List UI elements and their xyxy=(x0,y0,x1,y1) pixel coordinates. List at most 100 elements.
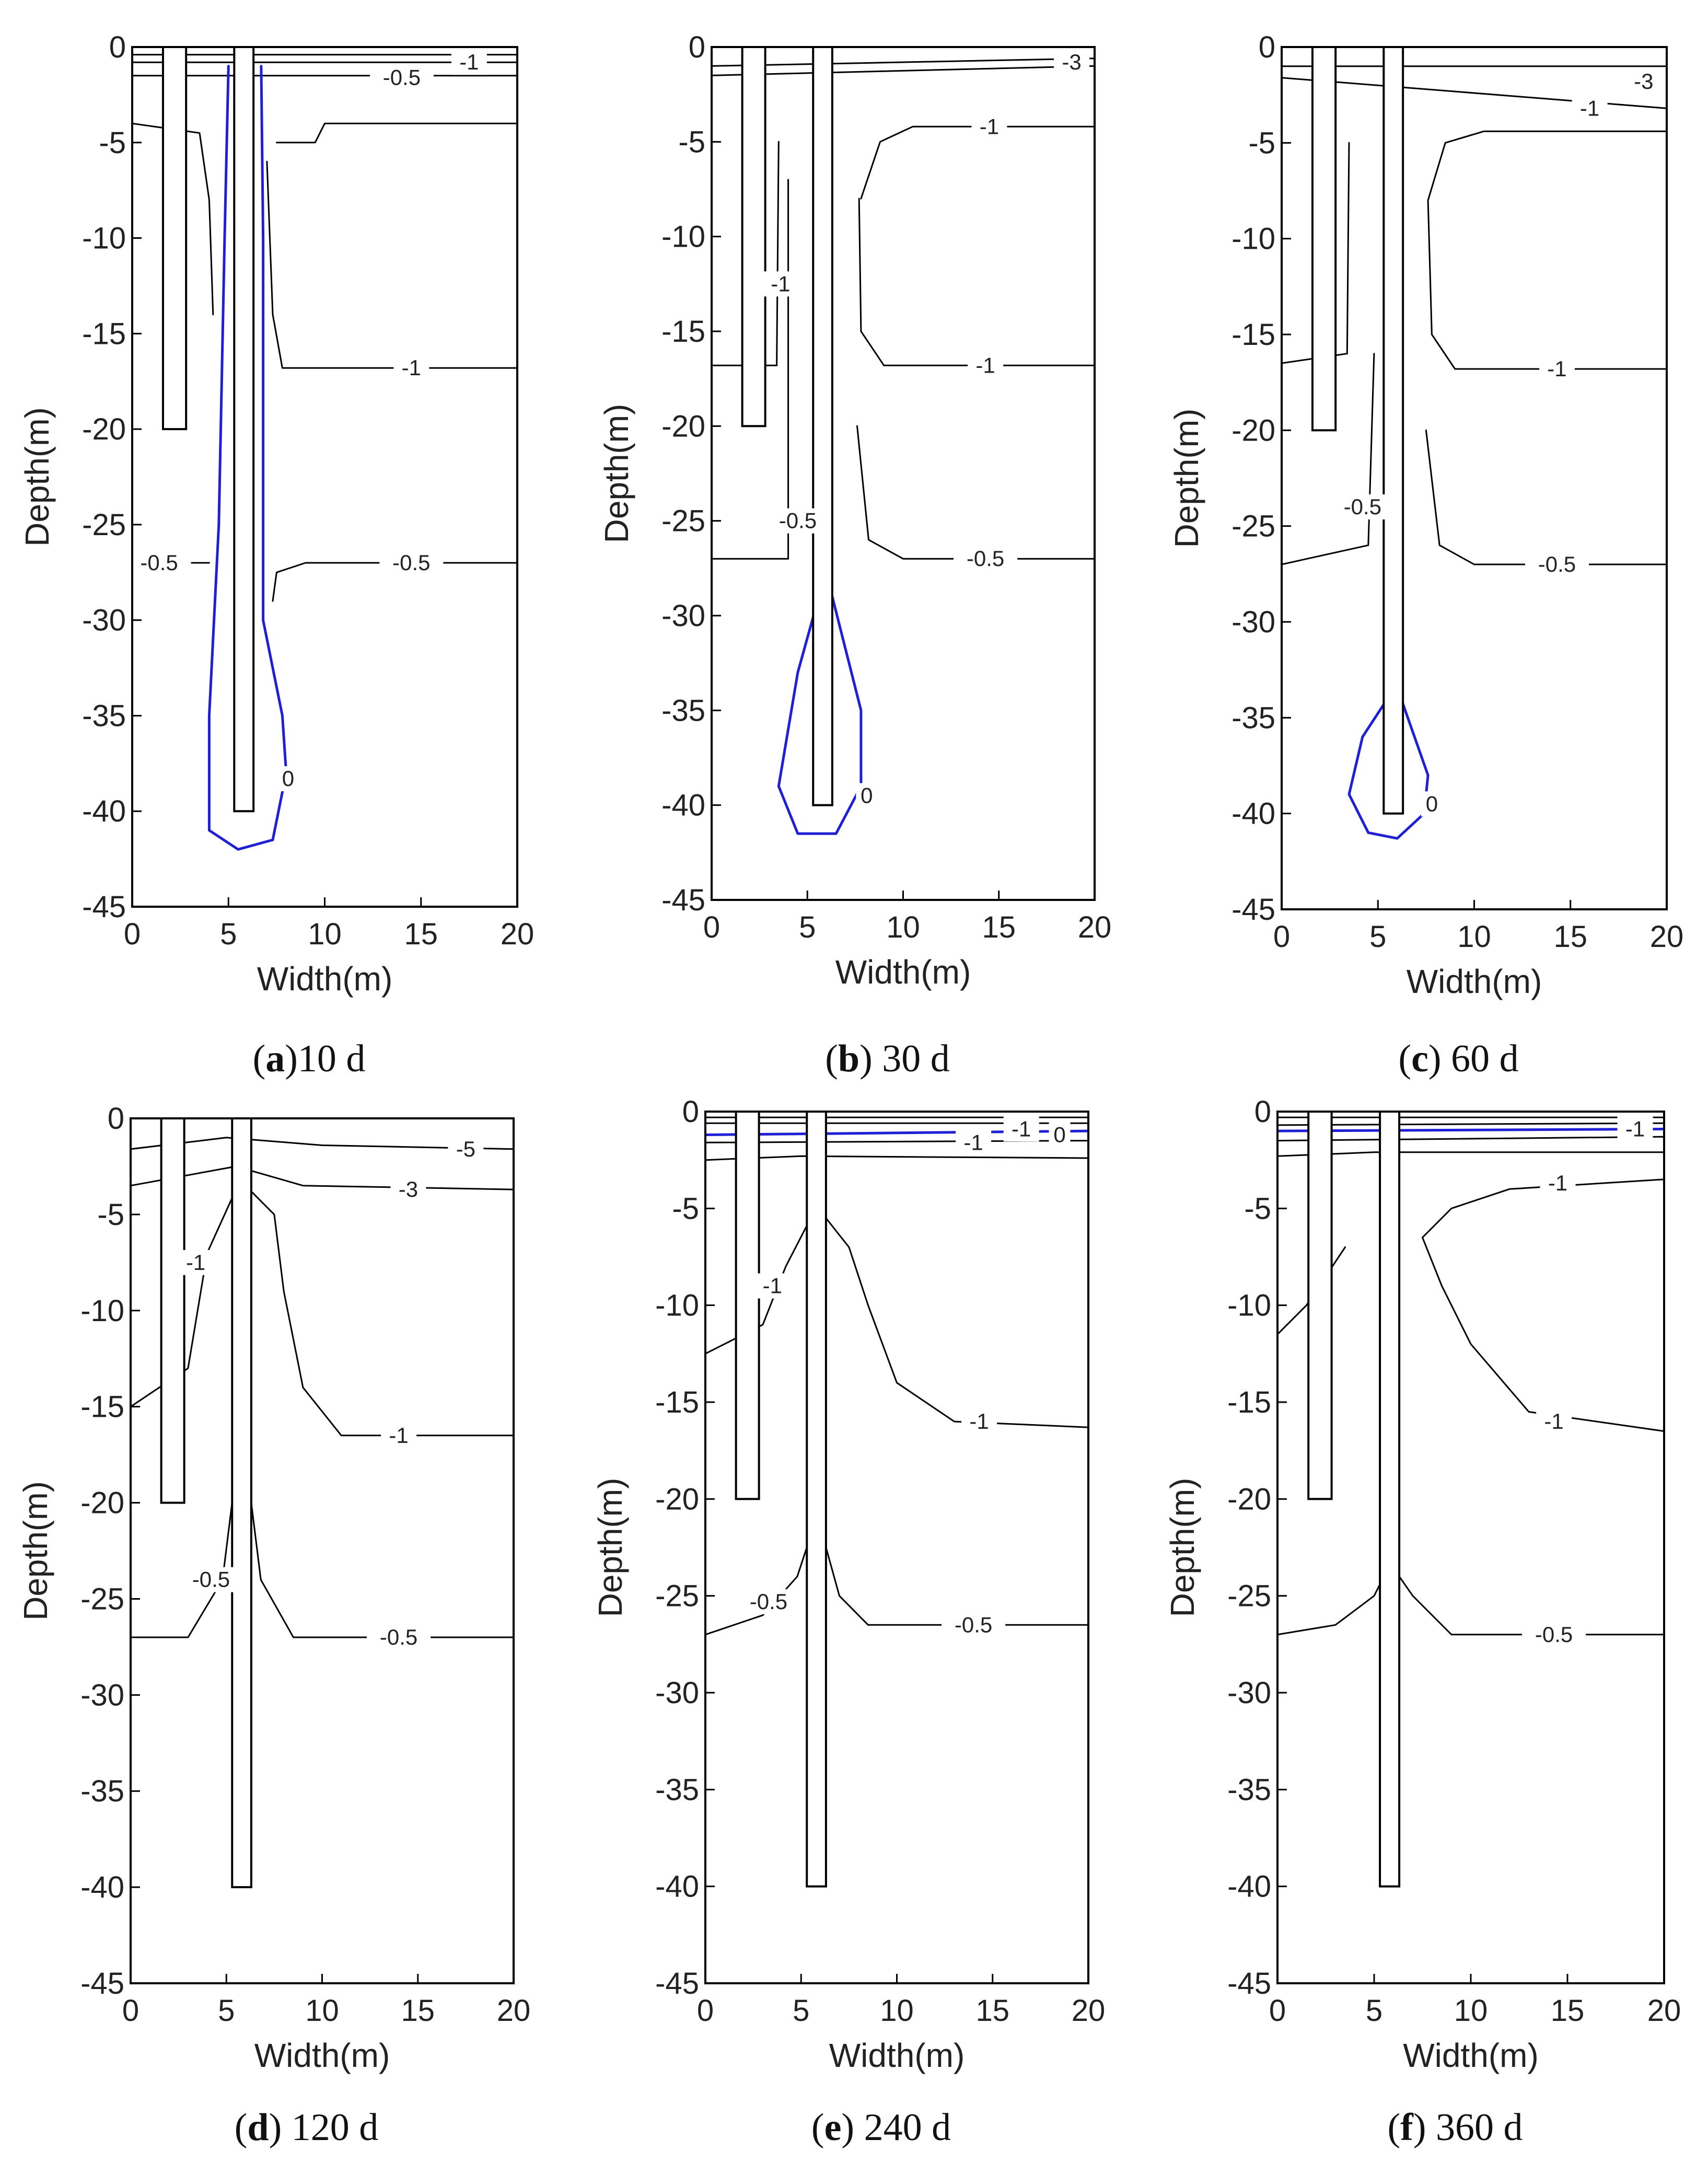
x-tick-label: 0 xyxy=(703,910,720,944)
contour-label-bg xyxy=(1054,50,1090,75)
contour-line xyxy=(275,122,517,144)
contour-line xyxy=(248,1188,514,1437)
x-axis-label: Width(m) xyxy=(257,960,393,998)
contour-label: -3 xyxy=(399,1177,418,1201)
y-axis-label: Depth(m) xyxy=(591,1478,629,1617)
x-tick-label: 0 xyxy=(697,1994,714,2028)
y-tick-label: -30 xyxy=(661,599,705,633)
contour-line xyxy=(1422,1236,1664,1432)
y-tick-label: 0 xyxy=(1259,30,1275,64)
y-tick-label: 0 xyxy=(109,30,126,64)
caption-paren-open: ( xyxy=(811,2106,824,2149)
contour-label-bg xyxy=(961,1409,997,1435)
contour-lines xyxy=(1282,65,1667,840)
contour-label: -1 xyxy=(771,271,790,296)
contour-label-bg xyxy=(1421,791,1443,817)
y-tick-label: -10 xyxy=(661,220,705,254)
contour-line xyxy=(1277,1136,1664,1142)
contour-line-zero xyxy=(777,595,863,835)
y-tick-label: -20 xyxy=(82,412,126,446)
contour-label: 0 xyxy=(861,783,873,808)
chart-panel-a: -1 -0.5 -1 -0.5 -0.5 0 0 5 10 15 20 0 -5 -10 -15 -20 -25… xyxy=(18,30,534,1080)
short-pile xyxy=(735,1111,760,1500)
contour-label: -1 xyxy=(186,1250,205,1275)
y-tick-label: -40 xyxy=(1231,797,1275,831)
contour-label: -1 xyxy=(1548,1171,1567,1195)
contour-label-bg xyxy=(856,783,878,808)
contour-line xyxy=(1282,77,1667,109)
contour-line xyxy=(131,1188,237,1408)
y-axis-label: Depth(m) xyxy=(1168,409,1205,548)
contour-label-bg xyxy=(968,353,1004,378)
x-tick-label: 10 xyxy=(886,910,920,944)
contour-line xyxy=(250,1502,514,1638)
axes-frame xyxy=(130,1117,515,1984)
y-tick-label: -35 xyxy=(1227,1773,1271,1807)
y-tick-label: -10 xyxy=(1231,222,1275,256)
y-tick-label: -20 xyxy=(661,409,705,443)
contour-label: -0.5 xyxy=(967,546,1004,571)
y-tick-label: -35 xyxy=(80,1774,124,1808)
contour-label-bg xyxy=(1539,356,1575,381)
contour-label-bg xyxy=(971,114,1007,140)
panel-caption: (c) 60 d xyxy=(1398,1037,1518,1080)
caption-paren-close: ) xyxy=(1428,1037,1442,1080)
chart-panel-e: -1 0-1-1-0.5-1-0.50 5 10 15 200-5-10-15-20-25… xyxy=(591,1095,1105,2149)
y-tick-label: -15 xyxy=(1231,318,1275,352)
short-pile xyxy=(1311,46,1337,432)
caption-time: 120 d xyxy=(282,2106,378,2149)
y-tick-label: -45 xyxy=(1227,1967,1271,2001)
y-tick-label: -5 xyxy=(678,125,705,159)
x-axis-label: Width(m) xyxy=(829,2037,965,2074)
y-tick-label: -20 xyxy=(1227,1482,1271,1516)
y-tick-label: -25 xyxy=(661,504,705,538)
y-tick-label: -40 xyxy=(1227,1870,1271,1904)
contour-line-zero xyxy=(1277,1127,1664,1132)
contour-label: -1 xyxy=(980,114,999,138)
contour-label-bg xyxy=(379,550,444,575)
x-tick-label: 15 xyxy=(1553,920,1587,954)
x-axis-label: Width(m) xyxy=(835,953,971,991)
caption-paren-open: ( xyxy=(253,1037,266,1080)
contour-line xyxy=(1277,1576,1385,1636)
contour-label-bg xyxy=(1625,69,1661,94)
contour-label-bg xyxy=(1522,1622,1586,1647)
caption-time: 10 d xyxy=(298,1037,366,1080)
caption-paren-close: ) xyxy=(1413,2106,1426,2149)
y-tick-label: -5 xyxy=(672,1192,699,1225)
contour-line xyxy=(712,65,1095,76)
long-pile xyxy=(806,1111,827,1888)
y-tick-label: -25 xyxy=(82,508,126,542)
contour-label: -1 xyxy=(975,353,995,377)
contour-label: -1 xyxy=(763,1274,782,1298)
x-tick-label: 10 xyxy=(305,1994,339,2028)
x-tick-label: 0 xyxy=(122,1994,139,2028)
y-tick-label: -10 xyxy=(82,222,126,256)
contour-lines xyxy=(131,1137,514,1638)
y-tick-label: -20 xyxy=(80,1486,124,1520)
caption-paren-open: ( xyxy=(1398,1037,1411,1080)
x-tick-label: 10 xyxy=(1454,1994,1488,2028)
x-tick-label: 20 xyxy=(501,917,535,951)
x-tick-label: 20 xyxy=(497,1994,531,2028)
contour-label: -1 xyxy=(963,1130,983,1154)
contour-label-bg xyxy=(381,1423,417,1448)
contour-label-bg xyxy=(954,546,1018,572)
x-tick-label: 10 xyxy=(308,917,342,951)
chart-panel-b: -3 -1 -1 -0.5 -1 -0.5 0 0 5 10 15 20 0 -5 -10 -15 -20 -25… xyxy=(598,30,1111,1080)
caption-paren-open: ( xyxy=(825,1037,838,1080)
caption-letter: f xyxy=(1400,2106,1414,2149)
contour-label: -1 xyxy=(389,1423,408,1448)
x-axis-label: Width(m) xyxy=(254,2037,390,2074)
contour-label: -1 xyxy=(1544,1409,1563,1433)
contour-line xyxy=(858,198,1095,366)
contour-lines xyxy=(705,1116,1088,1636)
contour-label: -0.5 xyxy=(383,65,421,89)
long-pile xyxy=(1379,1111,1401,1888)
y-tick-label: -40 xyxy=(80,1870,124,1904)
panel-caption: (d) 120 d xyxy=(235,2106,378,2149)
contour-label: -0.5 xyxy=(1538,552,1576,576)
y-axis-label: Depth(m) xyxy=(598,404,635,544)
panel-caption: (a)10 d xyxy=(253,1037,366,1080)
contour-label: -1 xyxy=(459,50,479,74)
